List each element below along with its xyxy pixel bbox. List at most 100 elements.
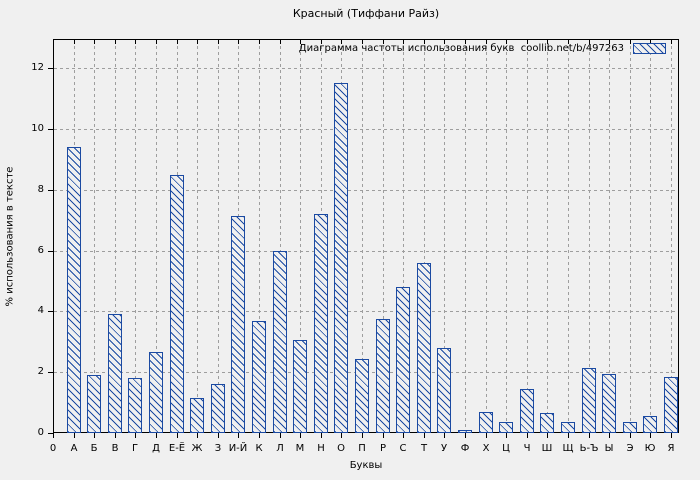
x-top-tick-mark [547, 40, 548, 44]
y-tick-label: 4 [37, 305, 44, 316]
x-tick-mark [671, 433, 672, 438]
x-top-tick-mark [671, 40, 672, 44]
x-gridline [568, 40, 569, 432]
bar-Ф [458, 430, 472, 433]
x-tick-label: О [337, 443, 345, 454]
y-tick-mark [48, 372, 53, 373]
x-gridline [589, 40, 590, 432]
bar-Ь-Ъ [582, 368, 596, 433]
y-tick-label: 10 [31, 123, 44, 134]
bar-Р [376, 319, 390, 433]
x-gridline [486, 40, 487, 432]
x-gridline [506, 40, 507, 432]
x-tick-label: Я [667, 443, 675, 454]
chart-title: Красный (Тиффани Райз) [292, 7, 440, 20]
bar-Э [623, 422, 637, 433]
x-top-tick-mark [300, 40, 301, 44]
x-gridline [424, 40, 425, 432]
x-tick-mark [444, 433, 445, 438]
x-tick-label: Ф [460, 443, 470, 454]
bar-Б [87, 375, 101, 433]
bar-Ю [643, 416, 657, 433]
bar-Т [417, 263, 431, 433]
y-tick-label: 8 [37, 184, 44, 195]
x-top-tick-mark [218, 40, 219, 44]
x-gridline [197, 40, 198, 432]
x-gridline [465, 40, 466, 432]
x-gridline [115, 40, 116, 432]
x-top-tick-mark [362, 40, 363, 44]
x-tick-mark [74, 433, 75, 438]
x-gridline [383, 40, 384, 432]
x-gridline [650, 40, 651, 432]
bar-М [293, 340, 307, 433]
x-tick-mark [630, 433, 631, 438]
x-tick-mark [94, 433, 95, 438]
x-tick-mark [177, 433, 178, 438]
bar-А [67, 147, 81, 433]
x-tick-label: Ж [191, 443, 203, 454]
x-top-tick-mark [177, 40, 178, 44]
x-tick-mark [383, 433, 384, 438]
y-gridline [54, 311, 678, 312]
x-tick-label: Р [379, 443, 387, 454]
x-tick-label: А [70, 443, 78, 454]
x-tick-mark [238, 433, 239, 438]
x-top-tick-mark [74, 40, 75, 44]
y-tick-label: 2 [37, 366, 44, 377]
x-top-tick-mark [527, 40, 528, 44]
x-tick-mark [403, 433, 404, 438]
bar-У [437, 348, 451, 433]
x-top-tick-mark [589, 40, 590, 44]
x-tick-label: И-Й [228, 443, 248, 454]
x-tick-mark [568, 433, 569, 438]
x-gridline [280, 40, 281, 432]
x-tick-label: Е-Ё [168, 443, 186, 454]
legend-swatch [633, 43, 666, 54]
x-tick-label: З [214, 443, 222, 454]
x-tick-mark [547, 433, 548, 438]
x-tick-label: Щ [562, 443, 574, 454]
legend-label: Диаграмма частоты использования букв coo… [298, 43, 624, 54]
bar-З [211, 384, 225, 433]
bar-Н [314, 214, 328, 433]
x-tick-mark [115, 433, 116, 438]
x-gridline [444, 40, 445, 432]
x-tick-label: Ч [523, 443, 531, 454]
bar-Л [273, 251, 287, 433]
x-top-tick-mark [444, 40, 445, 44]
x-top-tick-mark [94, 40, 95, 44]
x-top-tick-mark [403, 40, 404, 44]
y-tick-label: 12 [31, 62, 44, 73]
y-tick-mark [48, 311, 53, 312]
x-axis-title: Буквы [349, 460, 383, 471]
x-gridline [362, 40, 363, 432]
x-top-tick-mark [238, 40, 239, 44]
x-tick-mark [362, 433, 363, 438]
x-top-tick-mark [197, 40, 198, 44]
x-top-tick-mark [424, 40, 425, 44]
x-tick-label: Х [482, 443, 490, 454]
x-tick-mark [650, 433, 651, 438]
x-top-tick-mark [465, 40, 466, 44]
x-top-tick-mark [135, 40, 136, 44]
x-tick-label: Ц [502, 443, 510, 454]
x-top-tick-mark [383, 40, 384, 44]
bar-В [108, 314, 122, 433]
x-gridline [671, 40, 672, 432]
x-tick-mark [341, 433, 342, 438]
bar-К [252, 321, 266, 433]
y-tick-label: 6 [37, 245, 44, 256]
x-gridline [218, 40, 219, 432]
x-tick-label: Т [420, 443, 428, 454]
bar-Ш [540, 413, 554, 433]
x-tick-mark [218, 433, 219, 438]
x-top-tick-mark [115, 40, 116, 44]
x-tick-label: Г [131, 443, 139, 454]
x-tick-mark [527, 433, 528, 438]
x-top-tick-mark [321, 40, 322, 44]
bar-Г [128, 378, 142, 433]
x-tick-label: Н [317, 443, 325, 454]
x-tick-label: В [111, 443, 119, 454]
